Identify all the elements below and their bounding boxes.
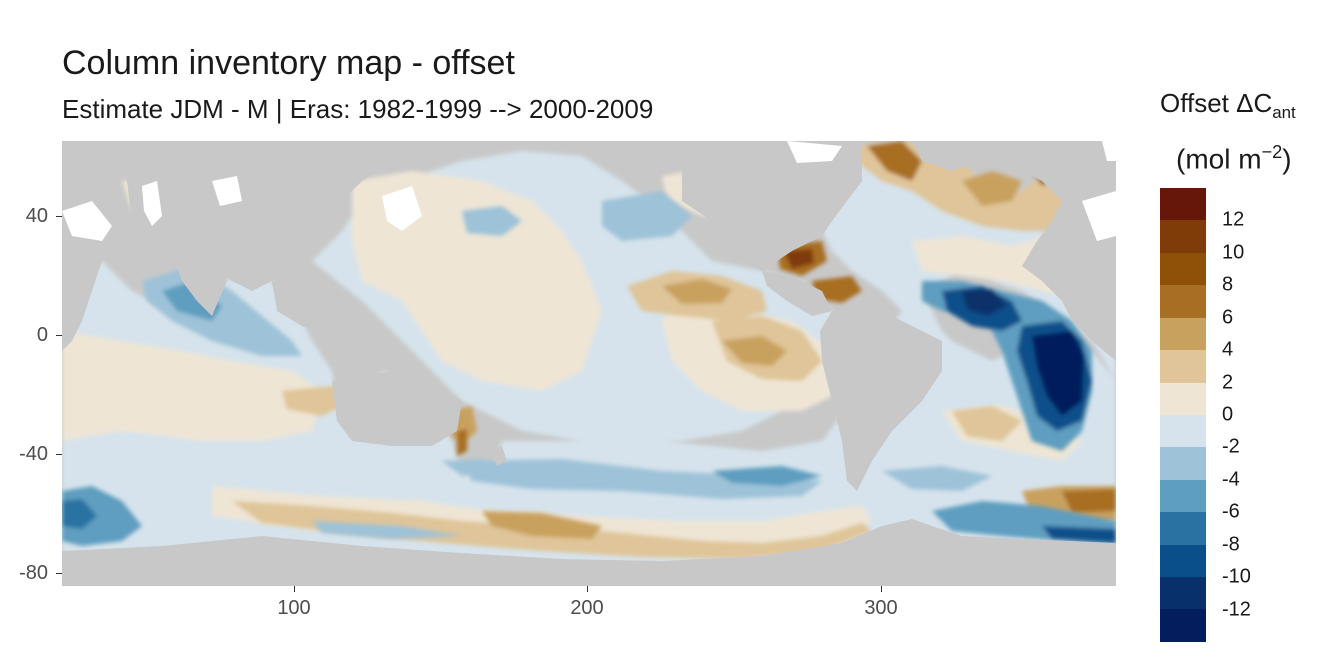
legend-swatch <box>1160 609 1206 642</box>
legend-swatch <box>1160 220 1206 253</box>
plot-title: Column inventory map - offset <box>62 44 515 82</box>
legend-label: 4 <box>1222 338 1234 361</box>
legend-unit: (mol m−2) <box>1176 142 1292 175</box>
legend-swatch <box>1160 544 1206 578</box>
x-tick-label: 200 <box>570 597 604 619</box>
legend-swatch <box>1160 414 1206 448</box>
legend-swatch <box>1160 317 1206 351</box>
y-tick-mark <box>56 573 62 574</box>
legend-swatch <box>1160 188 1206 221</box>
legend-swatch <box>1160 479 1206 513</box>
missing-data <box>62 141 1116 241</box>
legend-label: -12 <box>1222 598 1251 621</box>
legend-label: 8 <box>1222 273 1234 296</box>
positive-anomalies <box>232 141 1116 559</box>
y-tick-mark <box>56 216 62 217</box>
legend-swatch <box>1160 285 1206 318</box>
x-tick-mark <box>587 586 588 592</box>
plot-subtitle: Estimate JDM - M | Eras: 1982-1999 --> 2… <box>62 94 654 124</box>
y-tick-label: -80 <box>19 562 48 584</box>
y-tick-label: -40 <box>19 443 48 465</box>
negative-anomalies <box>62 191 1116 546</box>
legend-label: 10 <box>1222 241 1245 264</box>
x-tick-mark <box>881 586 882 592</box>
legend-label: 0 <box>1222 403 1234 426</box>
legend-label: -8 <box>1222 533 1240 556</box>
legend-label: -10 <box>1222 565 1251 588</box>
legend-swatch <box>1160 350 1206 383</box>
legend-label: 6 <box>1222 306 1234 329</box>
legend-title: Offset ΔCant <box>1160 88 1296 123</box>
x-tick-mark <box>294 586 295 592</box>
y-tick-label: 40 <box>25 205 48 227</box>
legend-label: -6 <box>1222 500 1240 523</box>
legend-swatch <box>1160 577 1206 610</box>
land-masses <box>62 141 1116 586</box>
legend-label: 12 <box>1222 208 1245 231</box>
legend-label: -2 <box>1222 435 1240 458</box>
legend-label: 2 <box>1222 371 1234 394</box>
color-scale-bar <box>1160 188 1206 642</box>
x-tick-label: 300 <box>864 597 898 619</box>
legend-swatch <box>1160 382 1206 415</box>
y-tick-mark <box>56 335 62 336</box>
legend-swatch <box>1160 447 1206 480</box>
y-tick-mark <box>56 454 62 455</box>
legend-swatch <box>1160 512 1206 545</box>
x-tick-label: 100 <box>277 597 311 619</box>
y-tick-label: 0 <box>36 324 48 346</box>
legend-label: -4 <box>1222 468 1240 491</box>
map-panel <box>62 141 1116 586</box>
legend-swatch <box>1160 252 1206 286</box>
ocean-map <box>62 141 1116 586</box>
